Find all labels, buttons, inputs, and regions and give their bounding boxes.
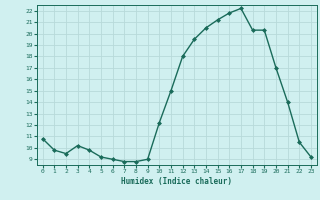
X-axis label: Humidex (Indice chaleur): Humidex (Indice chaleur) <box>121 177 232 186</box>
